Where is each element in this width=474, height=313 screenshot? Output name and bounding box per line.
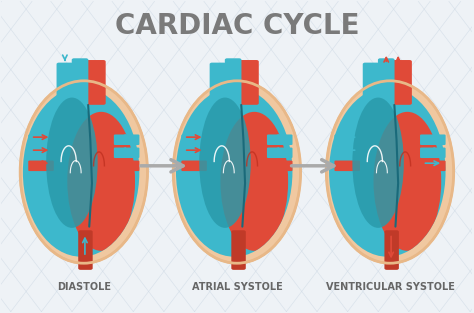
Ellipse shape (374, 112, 441, 251)
Ellipse shape (176, 87, 292, 257)
Text: DIASTOLE: DIASTOLE (57, 282, 111, 292)
Ellipse shape (23, 87, 139, 257)
FancyBboxPatch shape (420, 161, 446, 171)
FancyBboxPatch shape (267, 147, 292, 158)
FancyBboxPatch shape (28, 161, 54, 171)
Ellipse shape (46, 98, 98, 228)
FancyBboxPatch shape (335, 161, 360, 171)
FancyBboxPatch shape (363, 63, 379, 128)
FancyBboxPatch shape (28, 135, 54, 145)
FancyBboxPatch shape (225, 58, 241, 105)
Ellipse shape (20, 81, 147, 263)
FancyBboxPatch shape (210, 63, 226, 128)
FancyBboxPatch shape (78, 230, 93, 270)
FancyBboxPatch shape (384, 230, 399, 270)
FancyBboxPatch shape (231, 230, 246, 270)
FancyBboxPatch shape (420, 147, 446, 158)
Ellipse shape (327, 81, 454, 263)
FancyBboxPatch shape (420, 135, 446, 145)
FancyBboxPatch shape (182, 147, 207, 158)
Text: VENTRICULAR SYSTOLE: VENTRICULAR SYSTOLE (326, 282, 455, 292)
FancyBboxPatch shape (86, 60, 106, 105)
Ellipse shape (199, 98, 251, 228)
FancyBboxPatch shape (335, 135, 360, 145)
Text: CARDIAC CYCLE: CARDIAC CYCLE (115, 12, 359, 40)
FancyBboxPatch shape (182, 161, 207, 171)
Ellipse shape (220, 112, 288, 251)
FancyBboxPatch shape (378, 58, 394, 105)
FancyBboxPatch shape (335, 147, 360, 158)
FancyBboxPatch shape (239, 60, 259, 105)
FancyBboxPatch shape (114, 135, 139, 145)
FancyBboxPatch shape (267, 135, 292, 145)
FancyBboxPatch shape (267, 161, 292, 171)
FancyBboxPatch shape (72, 58, 88, 105)
FancyBboxPatch shape (56, 63, 73, 128)
Text: ATRIAL SYSTOLE: ATRIAL SYSTOLE (191, 282, 283, 292)
FancyBboxPatch shape (392, 60, 412, 105)
Ellipse shape (173, 81, 301, 263)
FancyBboxPatch shape (28, 147, 54, 158)
FancyBboxPatch shape (182, 135, 207, 145)
FancyBboxPatch shape (114, 161, 139, 171)
Ellipse shape (67, 112, 135, 251)
Ellipse shape (352, 98, 404, 228)
Ellipse shape (329, 87, 446, 257)
FancyBboxPatch shape (114, 147, 139, 158)
